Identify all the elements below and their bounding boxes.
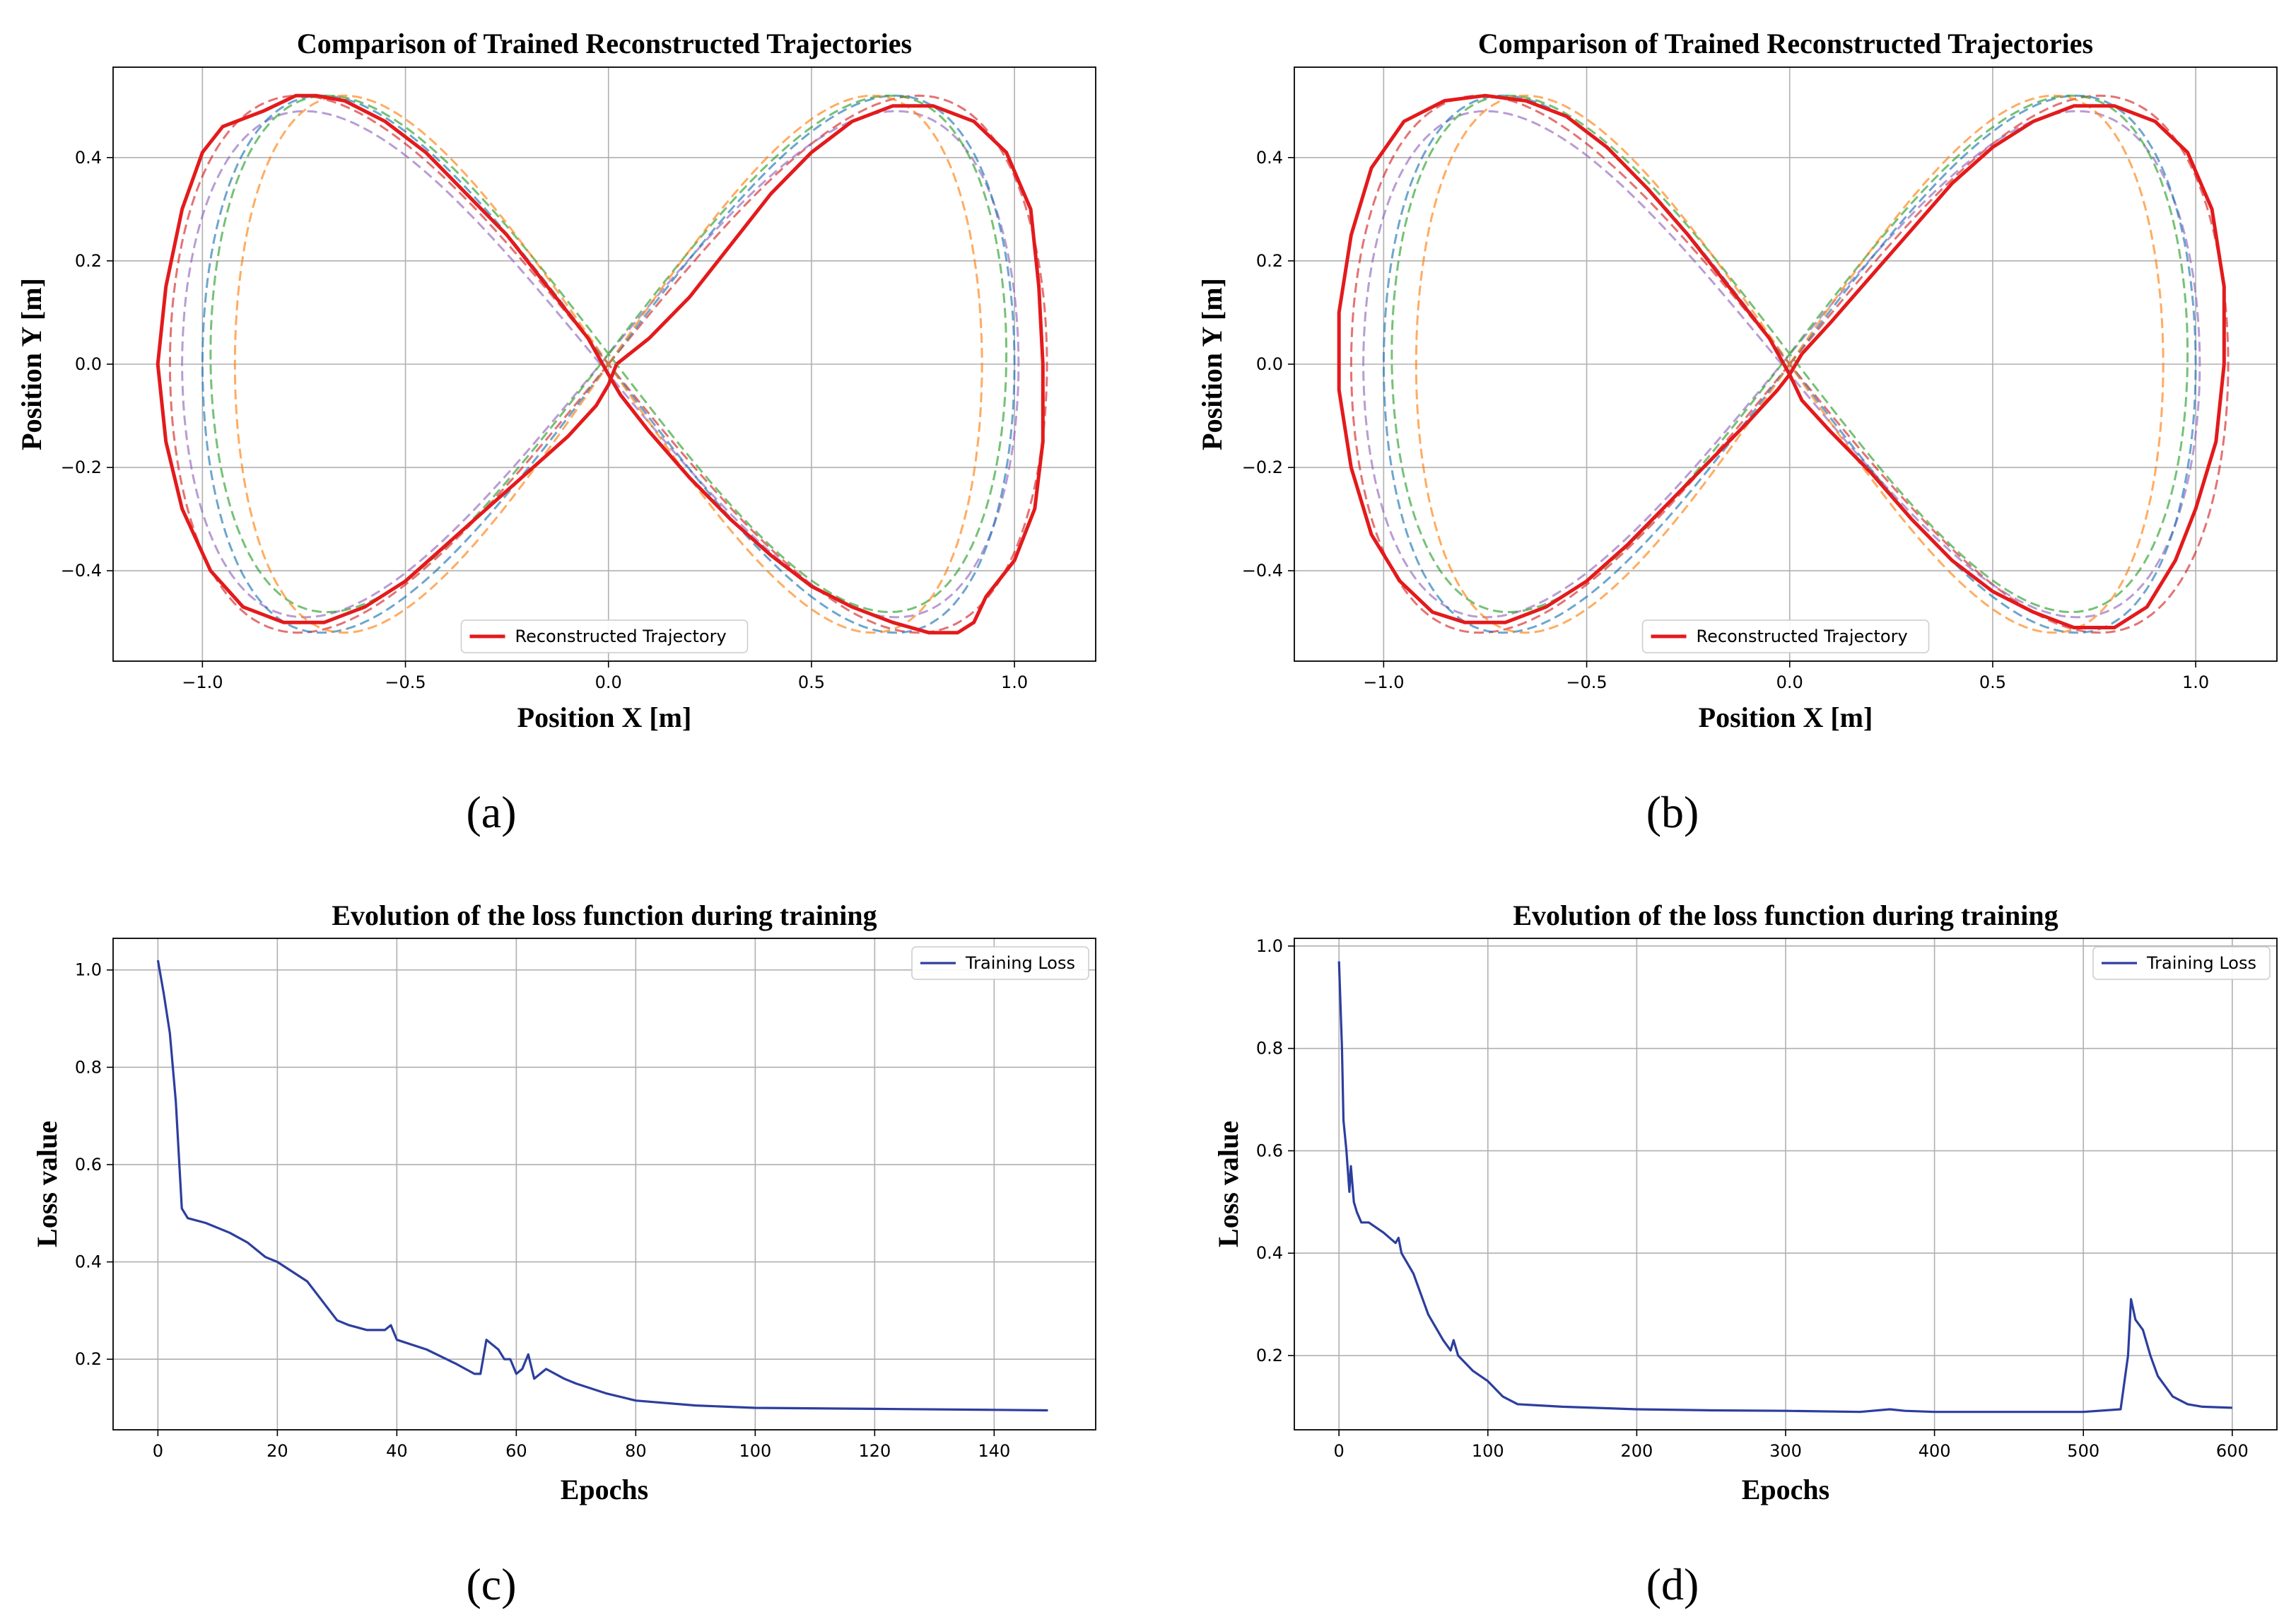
y-tick-label: 0.4 bbox=[1256, 1243, 1283, 1263]
reference-trajectory-4 bbox=[1414, 94, 2165, 634]
plot-area bbox=[156, 93, 1048, 635]
x-tick-label: 0.0 bbox=[1776, 672, 1803, 692]
y-tick-label: −0.2 bbox=[1242, 458, 1283, 477]
y-tick-label: 0.0 bbox=[75, 354, 102, 374]
y-tick-label: 0.6 bbox=[1256, 1141, 1283, 1160]
reconstructed-trajectory-line bbox=[1337, 93, 2226, 629]
reconstructed-trajectory-line bbox=[156, 93, 1045, 635]
x-tick-label: 0 bbox=[153, 1441, 163, 1461]
chart-title: Comparison of Trained Reconstructed Traj… bbox=[1478, 28, 2093, 59]
legend-box bbox=[911, 946, 1089, 980]
legend: Training Loss bbox=[2092, 946, 2271, 980]
plot-area bbox=[1337, 961, 2232, 1414]
x-axis-label: Epochs bbox=[1742, 1474, 1830, 1505]
x-tick-label: 200 bbox=[1620, 1441, 1653, 1461]
axes-frame bbox=[112, 938, 1096, 1430]
y-tick-label: 0.8 bbox=[75, 1057, 102, 1077]
y-tick-label: 1.0 bbox=[1256, 936, 1283, 956]
y-tick-label: 0.2 bbox=[75, 251, 102, 271]
y-tick-label: −0.2 bbox=[61, 458, 102, 477]
x-tick-label: 60 bbox=[505, 1441, 527, 1461]
y-tick-label: 0.4 bbox=[75, 148, 102, 168]
x-tick-label: 300 bbox=[1769, 1441, 1802, 1461]
legend-box bbox=[2092, 946, 2271, 980]
x-tick-label: −1.0 bbox=[182, 672, 223, 692]
x-tick-label: 0 bbox=[1334, 1441, 1345, 1461]
x-axis-label: Epochs bbox=[561, 1474, 649, 1505]
y-tick-label: 0.0 bbox=[1256, 354, 1283, 374]
training-loss-line bbox=[1337, 961, 2232, 1414]
legend-label: Training Loss bbox=[2146, 953, 2256, 973]
chart-title: Evolution of the loss function during tr… bbox=[332, 899, 877, 931]
x-tick-label: 0.5 bbox=[798, 672, 825, 692]
x-tick-label: −1.0 bbox=[1363, 672, 1404, 692]
chart-panel-0: −1.0 −0.5 0.0 0.5 1.0 −0.4 −0.2 0.0 0.2 0.4 Recons… bbox=[16, 28, 1096, 837]
reference-trajectory-3 bbox=[209, 94, 1008, 614]
chart-panel-3: 0 100 200 300 400 500 600 0.2 0.4 0.6 0.8 1.0 Traini… bbox=[1212, 899, 2278, 1609]
x-axis-label: Position X [m] bbox=[517, 701, 692, 733]
plot-area bbox=[1337, 93, 2230, 634]
x-tick-label: 80 bbox=[625, 1441, 647, 1461]
panel-label: (c) bbox=[466, 1559, 516, 1609]
legend-box bbox=[1641, 619, 1930, 653]
x-tick-label: 600 bbox=[2216, 1441, 2249, 1461]
training-loss-line bbox=[156, 960, 1048, 1412]
chart-title: Evolution of the loss function during tr… bbox=[1513, 899, 2058, 931]
y-tick-label: 0.6 bbox=[75, 1155, 102, 1175]
x-axis-label: Position X [m] bbox=[1699, 701, 1873, 733]
x-tick-label: 100 bbox=[739, 1441, 771, 1461]
y-tick-label: 1.0 bbox=[75, 960, 102, 980]
legend-label: Reconstructed Trajectory bbox=[515, 627, 727, 646]
panel-label: (d) bbox=[1646, 1559, 1699, 1609]
y-tick-label: −0.4 bbox=[1242, 561, 1283, 581]
y-axis-label: Loss value bbox=[1212, 1121, 1244, 1247]
legend-label: Training Loss bbox=[965, 953, 1075, 973]
y-tick-label: 0.2 bbox=[1256, 1346, 1283, 1365]
x-tick-label: 400 bbox=[1919, 1441, 1951, 1461]
x-tick-label: 120 bbox=[858, 1441, 891, 1461]
plot-area bbox=[156, 960, 1048, 1412]
axes-frame bbox=[1294, 938, 2278, 1430]
y-tick-label: 0.4 bbox=[1256, 148, 1283, 168]
y-axis-label: Loss value bbox=[31, 1121, 63, 1247]
legend: Reconstructed Trajectory bbox=[460, 619, 749, 653]
x-tick-label: 500 bbox=[2067, 1441, 2099, 1461]
legend: Training Loss bbox=[911, 946, 1089, 980]
y-tick-label: 0.4 bbox=[75, 1252, 102, 1272]
axes-frame bbox=[1294, 66, 2278, 662]
y-tick-label: 0.2 bbox=[75, 1349, 102, 1369]
legend-box bbox=[460, 619, 749, 653]
y-tick-label: 0.2 bbox=[1256, 251, 1283, 271]
x-tick-label: 0.0 bbox=[595, 672, 622, 692]
reference-trajectory-4 bbox=[233, 94, 983, 634]
y-tick-label: 0.8 bbox=[1256, 1039, 1283, 1059]
x-tick-label: 1.0 bbox=[1001, 672, 1028, 692]
legend: Reconstructed Trajectory bbox=[1641, 619, 1930, 653]
x-tick-label: 140 bbox=[978, 1441, 1010, 1461]
x-tick-label: −0.5 bbox=[1566, 672, 1607, 692]
legend-label: Reconstructed Trajectory bbox=[1697, 627, 1908, 646]
x-tick-label: 1.0 bbox=[2182, 672, 2209, 692]
x-tick-label: 40 bbox=[386, 1441, 408, 1461]
x-tick-label: 0.5 bbox=[1979, 672, 2006, 692]
axes-frame bbox=[112, 66, 1096, 662]
x-tick-label: −0.5 bbox=[385, 672, 426, 692]
panel-label: (a) bbox=[466, 787, 516, 837]
x-tick-label: 20 bbox=[266, 1441, 288, 1461]
chart-title: Comparison of Trained Reconstructed Traj… bbox=[297, 28, 912, 59]
chart-panel-1: −1.0 −0.5 0.0 0.5 1.0 −0.4 −0.2 0.0 0.2 0.4 Recons… bbox=[1196, 28, 2278, 837]
y-axis-label: Position Y [m] bbox=[1196, 278, 1228, 450]
y-axis-label: Position Y [m] bbox=[16, 278, 47, 450]
x-tick-label: 100 bbox=[1472, 1441, 1504, 1461]
reference-trajectory-3 bbox=[1390, 94, 2189, 614]
panel-label: (b) bbox=[1646, 787, 1699, 837]
y-tick-label: −0.4 bbox=[61, 561, 102, 581]
chart-panel-2: 0 20 40 60 80 100 120 140 0.2 0.4 0.6 0.8 1.0 Trainin… bbox=[31, 899, 1096, 1609]
